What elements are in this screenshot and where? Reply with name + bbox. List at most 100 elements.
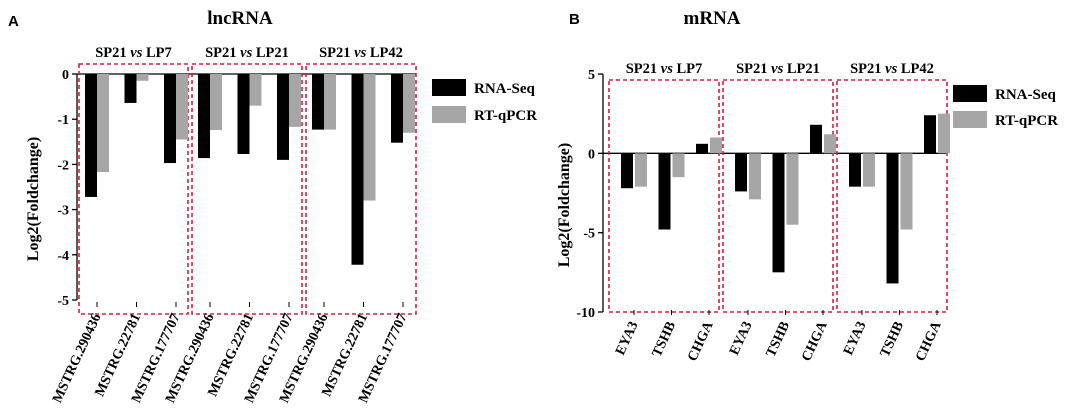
bar-rt-qpcr [672,153,685,178]
y-tick-label: 0 [62,68,69,83]
panel-letter: A [8,13,19,30]
bar-rna-seq [198,74,210,159]
panel-title: mRNA [684,8,741,29]
x-tick-label: CHGA [913,319,945,364]
x-tick-label: TSHB [764,319,793,359]
y-tick-label: -10 [576,306,595,321]
y-tick-label: -5 [57,294,69,309]
bar-rna-seq [164,74,176,164]
legend-swatch [432,79,466,96]
bar-rna-seq [849,153,861,187]
group-title-part: LP42 [370,45,403,61]
group-title: SP21 vs LP42 [850,61,934,77]
group-title: SP21 vs LP7 [626,61,703,77]
bar-rt-qpcr [210,74,222,131]
bar-rt-qpcr [97,74,109,173]
bar-rna-seq [351,74,364,265]
y-tick-label: -3 [57,204,69,219]
group-title: SP21 vs LP42 [319,45,403,61]
group-title: SP21 vs LP21 [205,45,289,61]
bar-rna-seq [124,74,137,103]
legend-label: RT-qPCR [474,108,537,124]
legend-label: RNA-Seq [474,81,535,97]
x-tick-label: EYA3 [841,319,870,357]
group-box [608,79,720,313]
legend-label: RT-qPCR [995,113,1058,129]
group-box [305,63,417,315]
bar-rna-seq [391,74,403,143]
x-tick-label: TSHB [878,319,907,359]
y-axis-label: Log2(Foldchange) [556,143,573,267]
bar-rt-qpcr [900,153,913,230]
group-title-part: LP21 [256,45,289,61]
group-title-part: LP7 [146,45,172,61]
bar-rt-qpcr [710,137,722,154]
legend-swatch [432,106,466,123]
group-title-part: LP21 [787,61,820,77]
x-tick-label: EYA3 [727,319,756,357]
bar-rna-seq [735,153,747,192]
group-title-vs: vs [657,61,676,77]
y-tick-label: -5 [583,227,595,242]
group-title-part: LP7 [676,61,702,77]
bar-rt-qpcr [786,153,799,225]
y-tick-label: -1 [57,113,69,128]
bar-rt-qpcr [863,153,875,187]
bar-rt-qpcr [176,74,188,140]
legend-label: RNA-Seq [995,87,1056,103]
bar-rna-seq [658,153,671,230]
y-axis-label: Log2(Foldchange) [25,137,42,261]
bar-rna-seq [886,153,899,284]
group-title: SP21 vs LP21 [736,61,820,77]
group-box [836,79,948,313]
bar-rt-qpcr [749,153,761,200]
legend-swatch [953,85,987,102]
group-title-part: SP21 [205,45,236,61]
y-tick-label: 5 [588,68,595,83]
bar-rna-seq [621,153,633,189]
x-tick-label: CHGA [799,319,831,364]
bar-rna-seq [277,74,289,160]
group-title-vs: vs [882,61,901,77]
group-title-part: SP21 [319,45,350,61]
bar-rna-seq [312,74,324,130]
bar-rt-qpcr [249,74,262,106]
group-box [722,79,834,313]
bar-rt-qpcr [938,113,950,154]
group-box [78,63,189,315]
group-title-part: SP21 [95,45,126,61]
bar-rna-seq [772,153,785,273]
legend-swatch [953,111,987,128]
x-tick-label: EYA3 [613,319,642,357]
group-title-vs: vs [351,45,370,61]
bar-rt-qpcr [363,74,376,201]
group-title-part: SP21 [736,61,767,77]
group-box [191,63,303,315]
group-title-part: SP21 [626,61,657,77]
y-tick-label: 0 [588,147,595,162]
panel-letter: B [569,11,580,28]
bar-rna-seq [924,115,936,154]
bar-rna-seq [696,143,708,154]
group-title-vs: vs [237,45,256,61]
bar-rt-qpcr [324,74,336,130]
bar-rna-seq [237,74,250,155]
group-title-vs: vs [768,61,787,77]
group-title: SP21 vs LP7 [95,45,172,61]
group-title-part: LP42 [901,61,934,77]
bar-rt-qpcr [136,74,149,81]
group-title-vs: vs [127,45,146,61]
x-tick-label: TSHB [650,319,679,359]
x-tick-label: CHGA [685,319,717,364]
panel-title: lncRNA [207,8,273,29]
group-title-part: SP21 [850,61,881,77]
bar-rt-qpcr [403,74,415,133]
y-tick-label: -2 [57,158,69,173]
bar-rt-qpcr [289,74,301,127]
y-tick-label: -4 [57,249,69,264]
bar-rt-qpcr [635,153,647,187]
bar-rt-qpcr [824,134,836,154]
